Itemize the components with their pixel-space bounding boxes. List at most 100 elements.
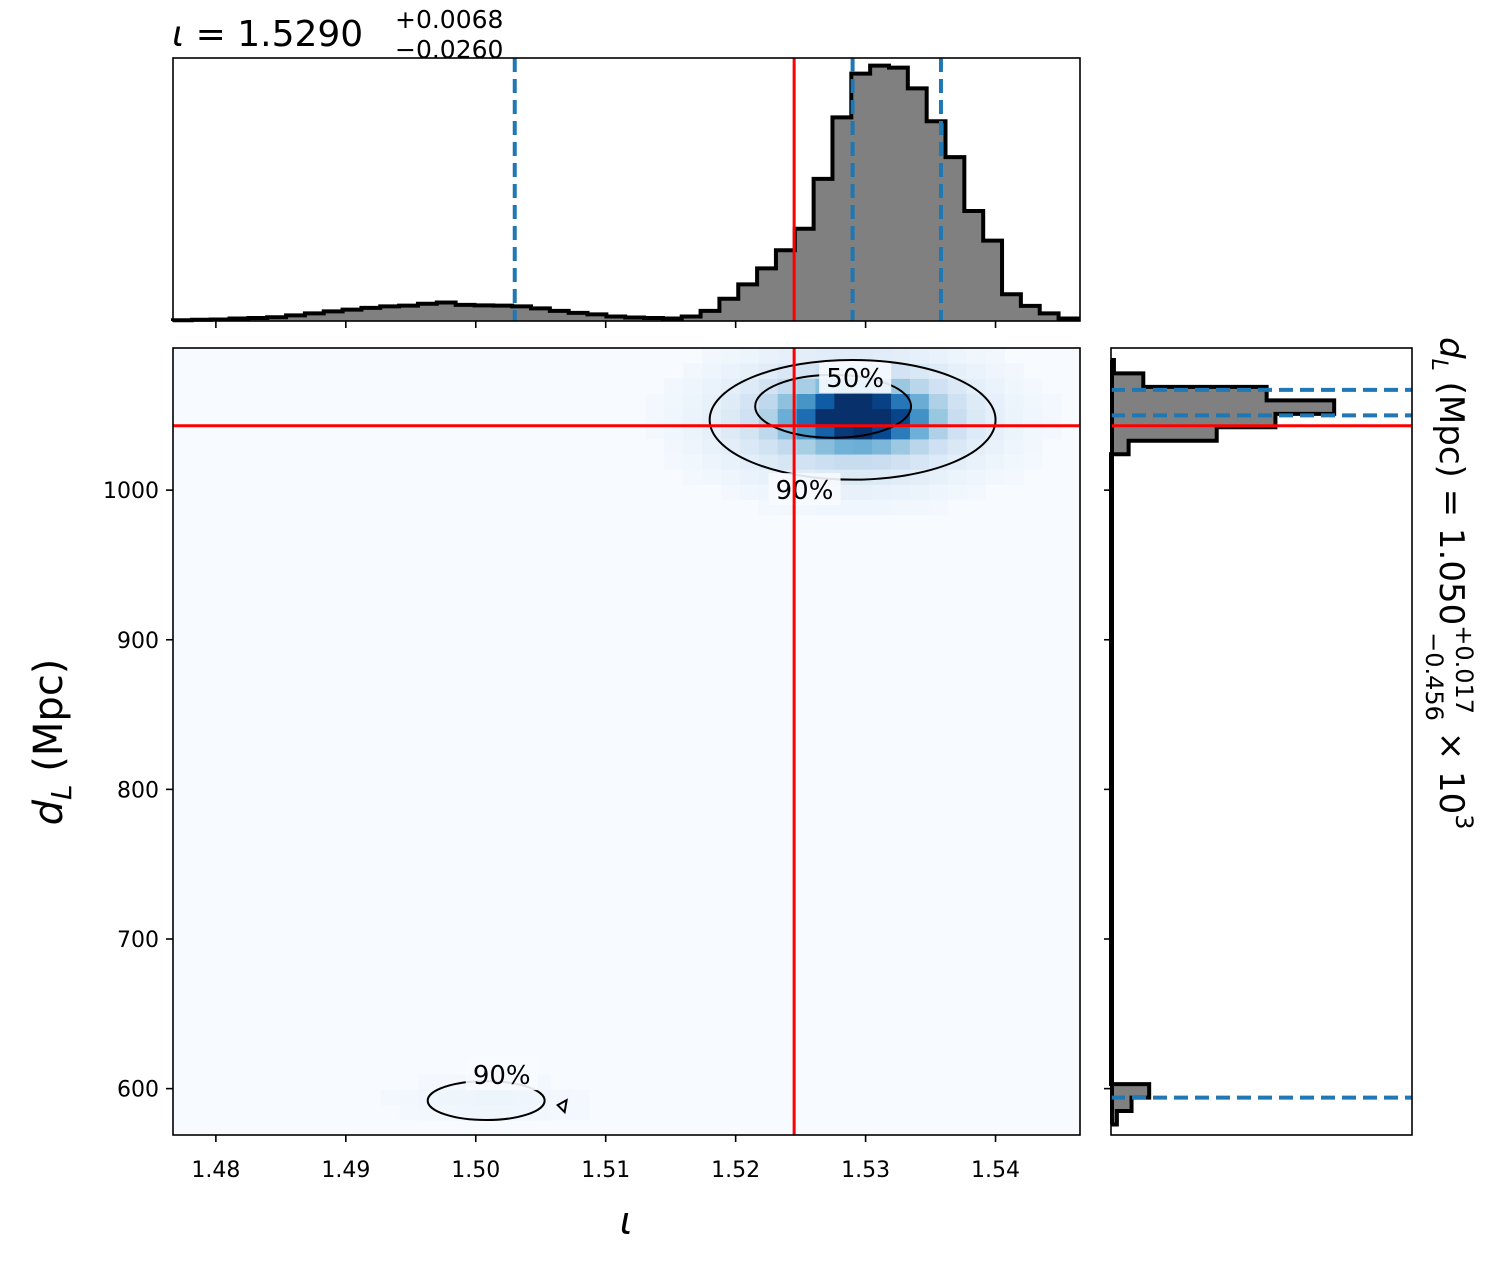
density-cell	[645, 423, 665, 440]
density-cell	[872, 453, 892, 470]
right-hist-outline	[1109, 357, 1337, 1127]
density-cell	[645, 393, 665, 410]
density-cell	[1023, 393, 1043, 410]
density-cell	[947, 484, 968, 500]
density-cell	[777, 408, 798, 425]
density-cell	[966, 438, 987, 455]
density-cell	[702, 469, 722, 485]
density-cell	[966, 484, 987, 500]
density-cell	[1004, 393, 1024, 410]
density-cell	[664, 423, 684, 440]
density-cell	[928, 348, 949, 364]
density-cell	[909, 408, 930, 425]
density-cell	[720, 363, 741, 379]
density-cell	[872, 393, 892, 410]
density-cell	[777, 438, 798, 455]
density-cell	[720, 484, 741, 500]
density-cell	[928, 469, 949, 485]
density-cell	[853, 453, 873, 470]
density-cell	[739, 469, 760, 485]
density-cell	[475, 1104, 495, 1121]
density-cell	[928, 438, 949, 455]
density-cell	[872, 499, 892, 516]
density-cell	[739, 484, 760, 500]
density-cell	[532, 1089, 552, 1106]
contour-label-bg-2	[465, 1058, 538, 1091]
density-cell	[947, 408, 968, 425]
density-cell	[1042, 408, 1062, 425]
density-cell	[494, 1104, 514, 1121]
density-cell	[966, 393, 987, 410]
density-cell	[928, 423, 949, 440]
density-cell	[966, 423, 987, 440]
contour-label-bg-1	[768, 473, 841, 506]
density-cell	[966, 408, 987, 425]
density-cell	[872, 469, 892, 485]
density-cell	[834, 408, 854, 425]
top-panel-frame	[172, 57, 1081, 322]
density-cell	[947, 393, 968, 410]
density-cell	[1023, 453, 1043, 470]
density-cell	[702, 363, 722, 379]
density-cell	[947, 378, 968, 395]
density-cell	[909, 378, 930, 395]
xtick-label-2: 1.50	[451, 1158, 500, 1183]
density-cell	[720, 423, 741, 440]
density-cell	[1042, 393, 1062, 410]
right-label-symbol: d	[1431, 337, 1471, 359]
density-cell	[815, 423, 835, 440]
density-cell	[702, 438, 722, 455]
density-cell	[1023, 423, 1043, 440]
ytick-label-0: 600	[117, 1078, 159, 1103]
density-cell	[739, 363, 760, 379]
density-cell	[853, 408, 873, 425]
xtick-label-1: 1.49	[321, 1158, 370, 1183]
density-cell	[891, 348, 911, 364]
density-cell	[891, 453, 911, 470]
density-cell	[928, 393, 949, 410]
density-cell	[664, 393, 684, 410]
density-cell	[966, 348, 987, 364]
density-cell	[380, 1089, 401, 1106]
density-cell	[399, 1104, 420, 1121]
density-cell	[796, 393, 817, 410]
density-cell	[815, 453, 835, 470]
density-cell	[720, 469, 741, 485]
right-label-value: (Mpc) = 1.050	[1431, 371, 1471, 625]
right-marginal-histogram	[1104, 347, 1413, 1136]
density-cell	[777, 453, 798, 470]
contour-artifact	[555, 1098, 568, 1115]
density-cell	[891, 378, 911, 395]
density-cell	[683, 423, 703, 440]
density-cell	[985, 438, 1006, 455]
density-cell	[815, 393, 835, 410]
density-cell	[985, 453, 1006, 470]
xtick-label-4: 1.52	[711, 1158, 760, 1183]
right-marginal-label: dL (Mpc) = 1.050+0.017−0.456 × 103	[1420, 337, 1478, 830]
density-cell	[1004, 378, 1024, 395]
density-cell	[1004, 408, 1024, 425]
ytick-label-1: 700	[117, 928, 159, 953]
density-cell	[1004, 423, 1024, 440]
y-label-subscript: L	[45, 784, 78, 800]
density-cell	[872, 408, 892, 425]
density-cell	[1004, 453, 1024, 470]
density-cell	[739, 378, 760, 395]
density-cell	[834, 438, 854, 455]
density-cell	[966, 453, 987, 470]
contour-label-1: 90%	[776, 476, 834, 506]
top-hist-outline	[171, 63, 1080, 323]
density-cell	[834, 453, 854, 470]
density-cell	[777, 348, 798, 364]
density-cell	[796, 438, 817, 455]
density-cell	[1004, 438, 1024, 455]
density-cell	[796, 378, 817, 395]
density-cell	[683, 408, 703, 425]
density-cell	[513, 1089, 533, 1106]
density-cell	[872, 484, 892, 500]
contour-label-bg-0	[819, 360, 892, 393]
ytick-label-4: 1000	[103, 479, 159, 504]
density-cell	[777, 393, 798, 410]
xtick-label-5: 1.53	[841, 1158, 890, 1183]
